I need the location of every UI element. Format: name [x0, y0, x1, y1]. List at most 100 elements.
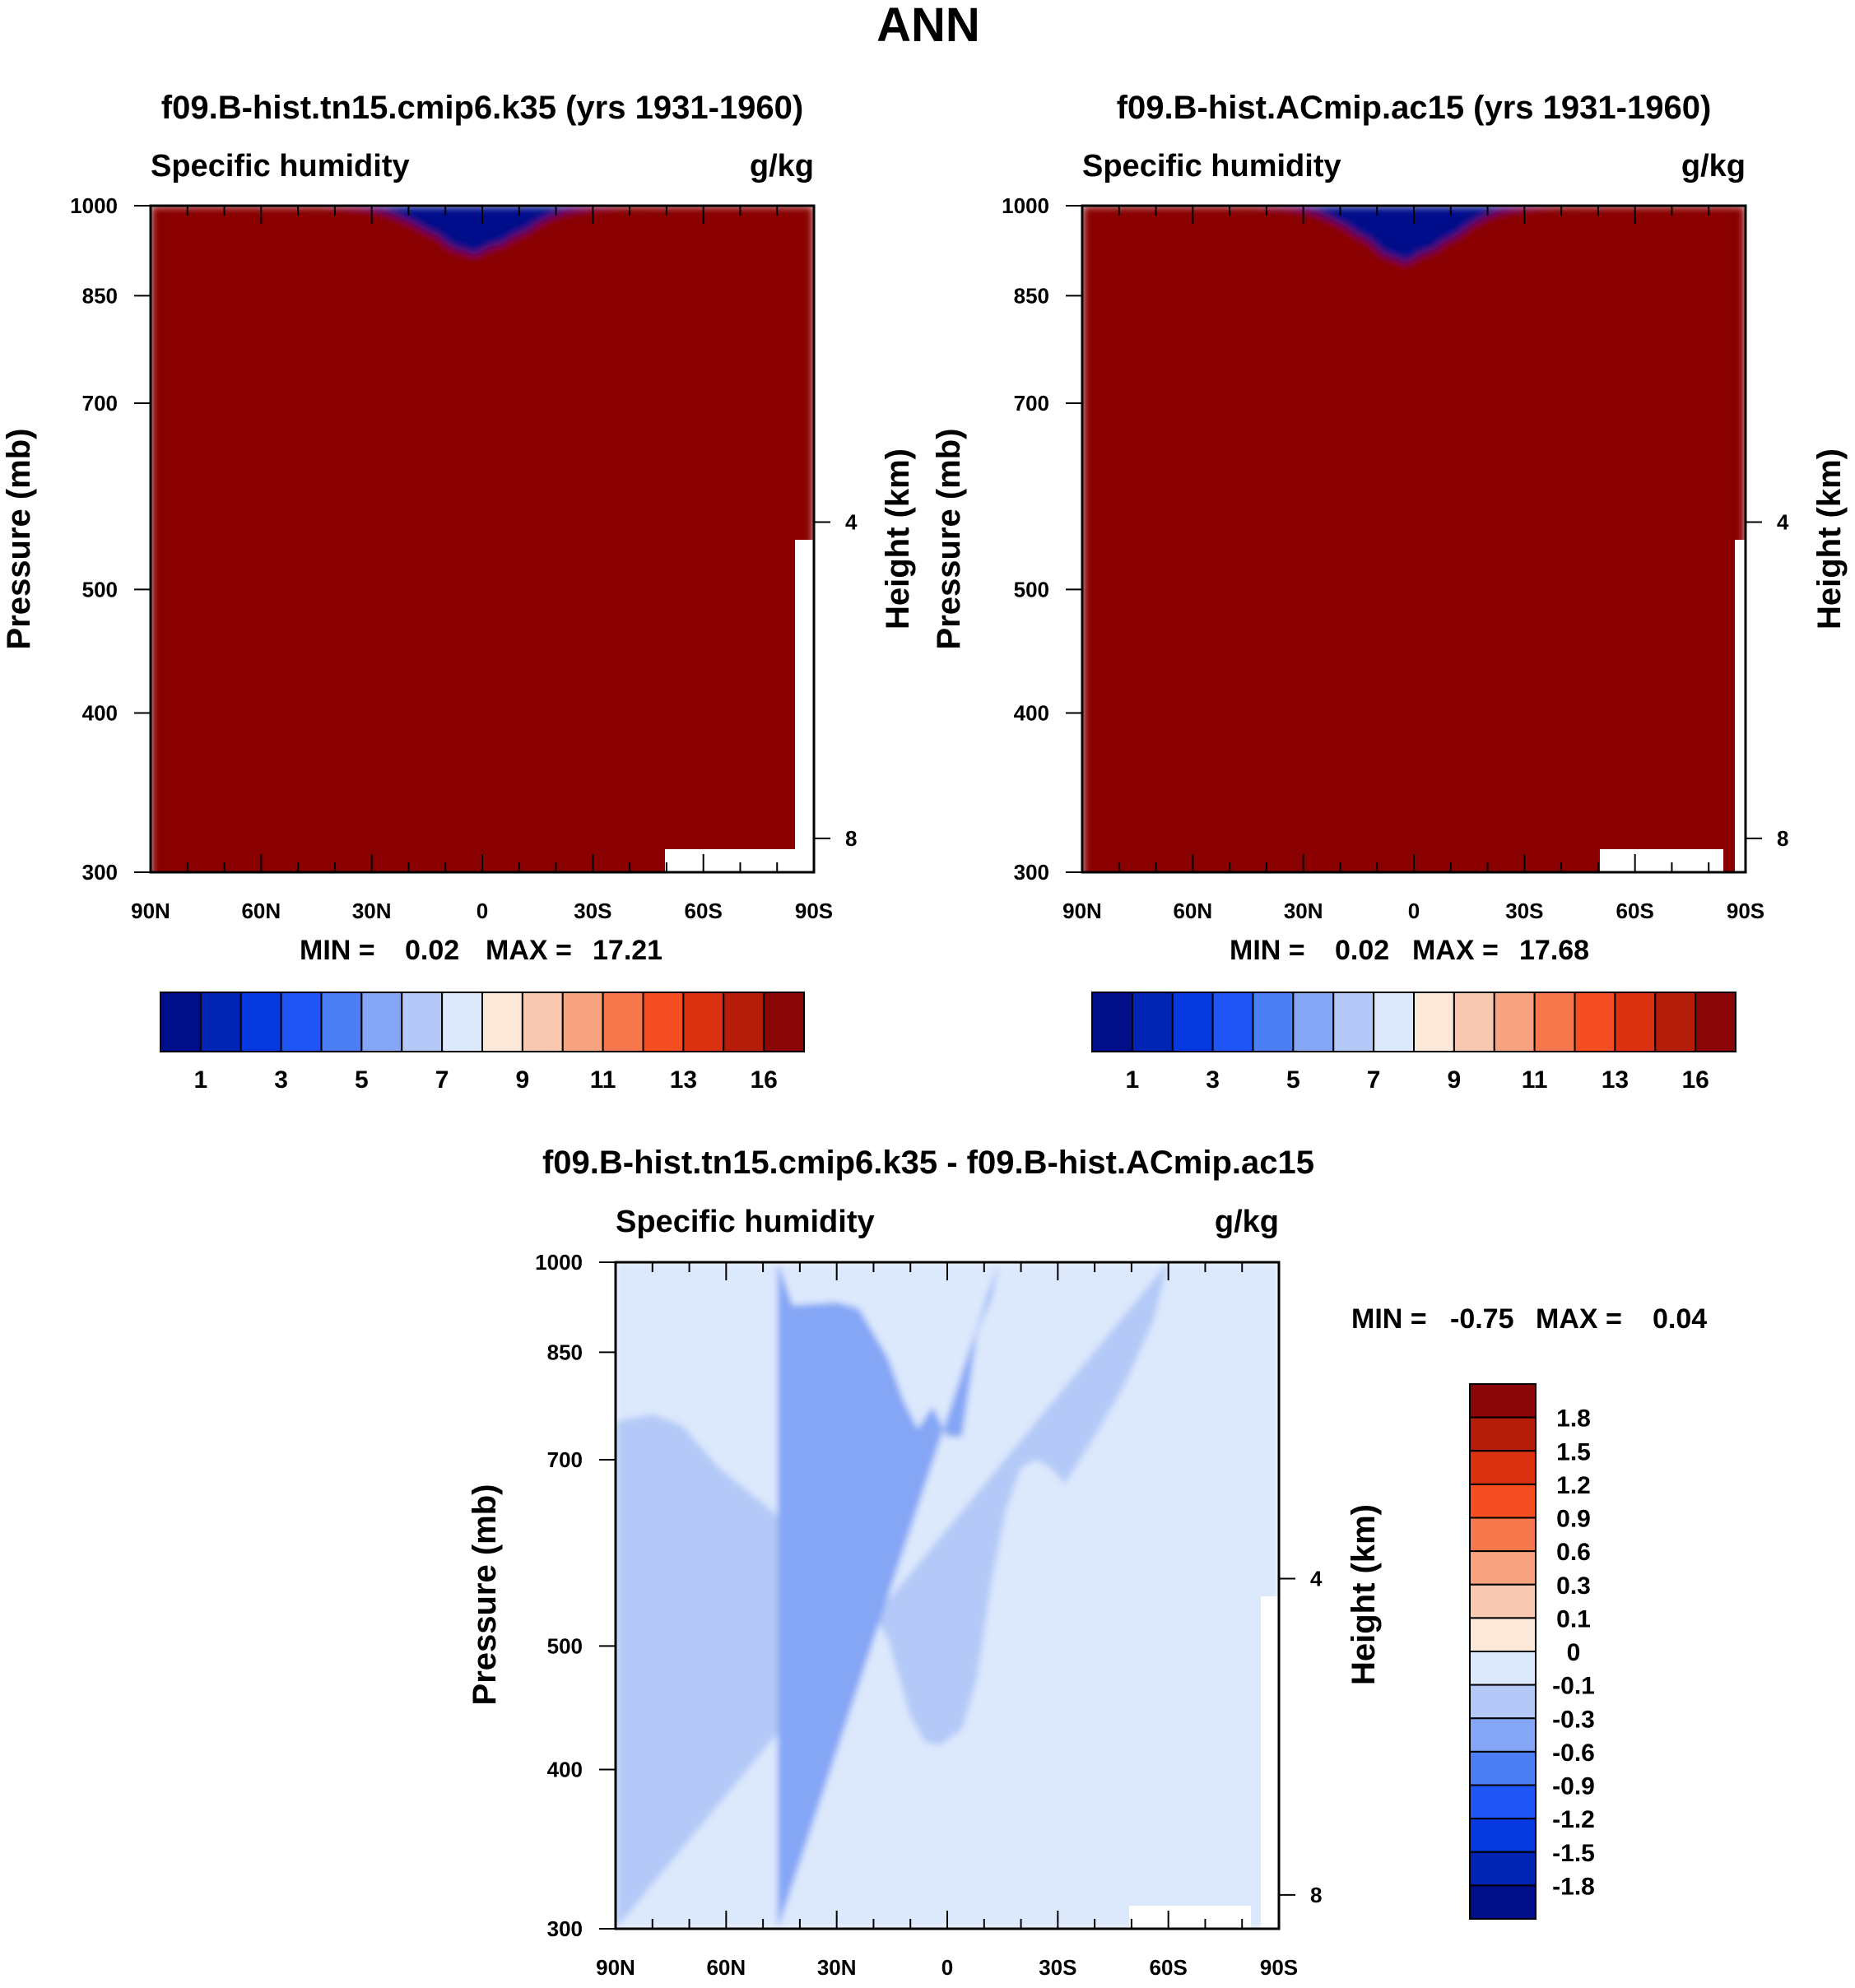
- x-tick-label: 90N: [596, 1955, 635, 1980]
- colorbar-label: 11: [1522, 1066, 1548, 1094]
- colorbar-swatch: [1453, 992, 1495, 1052]
- colorbar-swatch: [1469, 1483, 1537, 1519]
- colorbar-swatch: [1211, 992, 1254, 1052]
- colorbar-label: 16: [750, 1066, 777, 1094]
- colorbar-swatch: [1131, 992, 1174, 1052]
- colorbar-label: 13: [670, 1066, 697, 1094]
- colorbar-swatch: [682, 992, 725, 1052]
- x-tick-label: 90N: [1062, 899, 1102, 923]
- x-tick-label: 90N: [131, 899, 170, 923]
- y-tick-label: 500: [82, 577, 118, 602]
- y-axis-title-difference: Pressure (mb): [467, 1484, 503, 1706]
- x-tick-label: 30N: [1284, 899, 1323, 923]
- colorbar-swatch: [1574, 992, 1616, 1052]
- missing-data-mask-left-pole: [795, 540, 814, 872]
- colorbar-swatch: [320, 992, 363, 1052]
- y2-tick-label: 4: [1310, 1566, 1323, 1591]
- stats-left: MIN = 0.02 MAX = 17.21: [300, 935, 662, 966]
- y-tick-label: 300: [1014, 860, 1049, 885]
- y2-axis-title-left: Height (km): [880, 448, 916, 629]
- colorbar-swatch: [1469, 1517, 1537, 1553]
- missing-data-mask-right: [1600, 849, 1723, 872]
- colorbar-swatch: [1469, 1818, 1537, 1853]
- contour-band: [616, 1262, 1169, 1929]
- colorbar-label: -0.9: [1552, 1773, 1595, 1800]
- colorbar-swatch: [1252, 992, 1295, 1052]
- contour-band: [151, 206, 814, 872]
- colorbar-swatch: [521, 992, 564, 1052]
- x-tick-label: 90S: [795, 899, 833, 923]
- x-tick-label: 30S: [1505, 899, 1543, 923]
- missing-data-mask-difference-pole: [1261, 1596, 1279, 1929]
- colorbar-label: 0.1: [1556, 1605, 1591, 1633]
- y-tick-label: 400: [547, 1757, 583, 1781]
- x-tick-label: 60S: [1150, 1955, 1188, 1980]
- colorbar-swatch: [1493, 992, 1536, 1052]
- x-tick-label: 90S: [1260, 1955, 1298, 1980]
- colorbar-swatch: [1292, 992, 1335, 1052]
- colorbar-label: 9: [516, 1066, 530, 1094]
- colorbar-label: 5: [355, 1066, 369, 1094]
- y-tick-label: 300: [82, 860, 118, 885]
- y2-tick-label: 8: [845, 826, 857, 851]
- max-label-left: MAX =: [486, 935, 572, 966]
- colorbar-label: 7: [435, 1066, 449, 1094]
- colorbar-swatch: [1469, 1450, 1537, 1485]
- min-label-left: MIN =: [300, 935, 375, 966]
- colorbar-swatch: [360, 992, 403, 1052]
- y-tick-label: 700: [1014, 391, 1049, 416]
- colorbar-label: 0.9: [1556, 1506, 1591, 1533]
- colorbar-right: 1 3 5 7 9 11 13 16: [1091, 992, 1736, 1094]
- min-value-difference: -0.75: [1450, 1303, 1514, 1335]
- colorbar-swatch: [1469, 1784, 1537, 1820]
- missing-data-mask-left: [665, 849, 795, 872]
- min-value-left: 0.02: [405, 935, 459, 966]
- y-tick-label: 1000: [70, 193, 118, 218]
- colorbar-swatch: [1469, 1651, 1537, 1686]
- colorbar-swatch: [1171, 992, 1214, 1052]
- colorbar-label: 16: [1681, 1066, 1709, 1094]
- colorbar-difference: 1.8 1.5 1.2 0.9 0.6 0.3 0.1 0 -0.1 -0.3 -0.6 -0.9 -1…: [1469, 1383, 1595, 1920]
- colorbar-label: 1.2: [1556, 1472, 1591, 1499]
- colorbar-label: 5: [1286, 1066, 1300, 1094]
- colorbar-label: 11: [590, 1066, 616, 1094]
- colorbar-swatch: [1469, 1416, 1537, 1452]
- x-tick-label: 30S: [574, 899, 611, 923]
- x-tick-label: 60N: [706, 1955, 746, 1980]
- x-tick-label: 0: [941, 1955, 953, 1980]
- y-tick-label: 400: [1014, 700, 1049, 725]
- panel-right: f09.B-hist.ACmip.ac15 (yrs 1931-1960) Sp…: [931, 90, 1848, 1094]
- y-tick-label: 300: [547, 1916, 583, 1941]
- contour-field-difference: [616, 1262, 1279, 1929]
- colorbar-swatch: [1091, 992, 1133, 1052]
- colorbar-swatch: [1469, 1717, 1537, 1753]
- panel-difference: f09.B-hist.tn15.cmip6.k35 - f09.B-hist.A…: [467, 1145, 1707, 1980]
- colorbar-label: 1: [194, 1066, 208, 1094]
- colorbar-swatch: [441, 992, 483, 1052]
- x-tick-label: 30N: [352, 899, 392, 923]
- min-value-right: 0.02: [1335, 935, 1389, 966]
- variable-label-difference: Specific humidity: [616, 1205, 875, 1239]
- colorbar-label: 3: [1206, 1066, 1220, 1094]
- colorbar-label: 7: [1367, 1066, 1381, 1094]
- max-value-left: 17.21: [593, 935, 662, 966]
- max-label-right: MAX =: [1412, 935, 1499, 966]
- variable-label-left: Specific humidity: [151, 149, 410, 183]
- max-value-right: 17.68: [1519, 935, 1589, 966]
- y-tick-label: 1000: [1002, 193, 1049, 218]
- colorbar-label: 0: [1567, 1639, 1581, 1666]
- colorbar-left: 1 3 5 7 9 11 13 16: [160, 992, 805, 1094]
- colorbar-swatch: [199, 992, 242, 1052]
- y-tick-label: 850: [547, 1340, 583, 1364]
- colorbar-label: -0.3: [1552, 1706, 1595, 1733]
- colorbar-swatch: [239, 992, 282, 1052]
- panel-left: f09.B-hist.tn15.cmip6.k35 (yrs 1931-1960…: [1, 90, 916, 1094]
- colorbar-swatch: [1533, 992, 1576, 1052]
- y-tick-label: 400: [82, 700, 118, 725]
- contour-field-left: [151, 206, 814, 872]
- y-tick-label: 1000: [535, 1250, 583, 1275]
- colorbar-label: 0.6: [1556, 1539, 1591, 1566]
- colorbar-swatch: [1654, 992, 1697, 1052]
- colorbar-swatch: [1469, 1750, 1537, 1786]
